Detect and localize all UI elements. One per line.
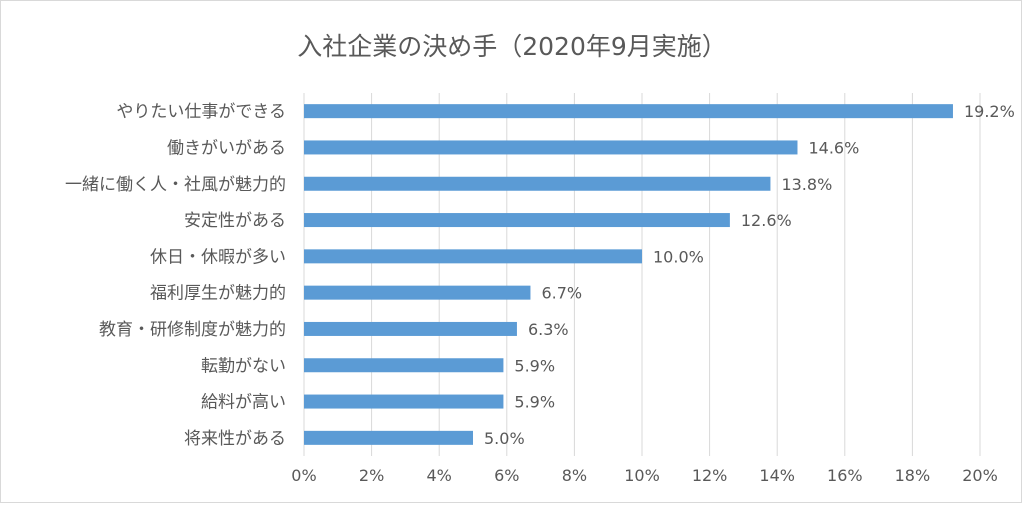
data-label: 12.6% — [741, 211, 792, 230]
bar — [304, 321, 517, 336]
bar — [304, 358, 504, 373]
bars — [304, 104, 953, 445]
data-label: 14.6% — [808, 138, 859, 157]
category-label: やりたい仕事ができる — [116, 102, 286, 122]
data-labels: 19.2% 14.6% 13.8% 12.6% 10.0% 6.7% 6.3% 5.9% 5.9… — [484, 102, 1015, 448]
data-label: 19.2% — [964, 102, 1015, 121]
category-label: 働きがいがある — [167, 138, 286, 158]
category-label: 休日・休暇が多い — [150, 247, 286, 267]
category-label: 福利厚生が魅力的 — [150, 284, 286, 304]
data-label: 5.9% — [514, 356, 555, 375]
bar — [304, 430, 473, 445]
x-tick-label: 20% — [962, 466, 998, 485]
data-label: 13.8% — [781, 175, 832, 194]
bar — [304, 249, 642, 264]
data-label: 10.0% — [653, 247, 704, 266]
x-tick-label: 8% — [562, 466, 587, 485]
data-label: 5.9% — [514, 393, 555, 412]
x-tick-label: 0% — [291, 466, 316, 485]
x-tick-label: 10% — [624, 466, 660, 485]
data-label: 6.3% — [528, 320, 569, 339]
data-label: 6.7% — [541, 284, 582, 303]
bar — [304, 104, 953, 119]
x-tick-label: 2% — [359, 466, 384, 485]
x-tick-label: 4% — [427, 466, 452, 485]
x-tick-label: 18% — [895, 466, 931, 485]
category-labels: やりたい仕事ができる働きがいがある一緒に働く人・社風が魅力的安定性がある休日・休… — [65, 102, 286, 449]
bar — [304, 285, 531, 300]
x-tick-label: 14% — [759, 466, 795, 485]
bar — [304, 394, 504, 409]
x-tick-labels: 0% 2% 4% 6% 8% 10% 12% 14% 16% 18% 20% — [291, 466, 997, 485]
category-label: 将来性がある — [184, 429, 286, 449]
x-tick-label: 12% — [692, 466, 728, 485]
category-label: 一緒に働く人・社風が魅力的 — [65, 175, 286, 195]
category-label: 給料が高い — [201, 393, 286, 413]
x-tick-label: 16% — [827, 466, 863, 485]
bar — [304, 176, 771, 191]
category-label: 教育・研修制度が魅力的 — [99, 320, 286, 340]
data-label: 5.0% — [484, 429, 525, 448]
category-label: 安定性がある — [184, 211, 286, 231]
category-label: 転勤がない — [201, 356, 286, 376]
x-tick-label: 6% — [494, 466, 519, 485]
bar — [304, 213, 730, 228]
chart-title: 入社企業の決め手（2020年9月実施） — [297, 32, 727, 61]
bar — [304, 140, 798, 155]
